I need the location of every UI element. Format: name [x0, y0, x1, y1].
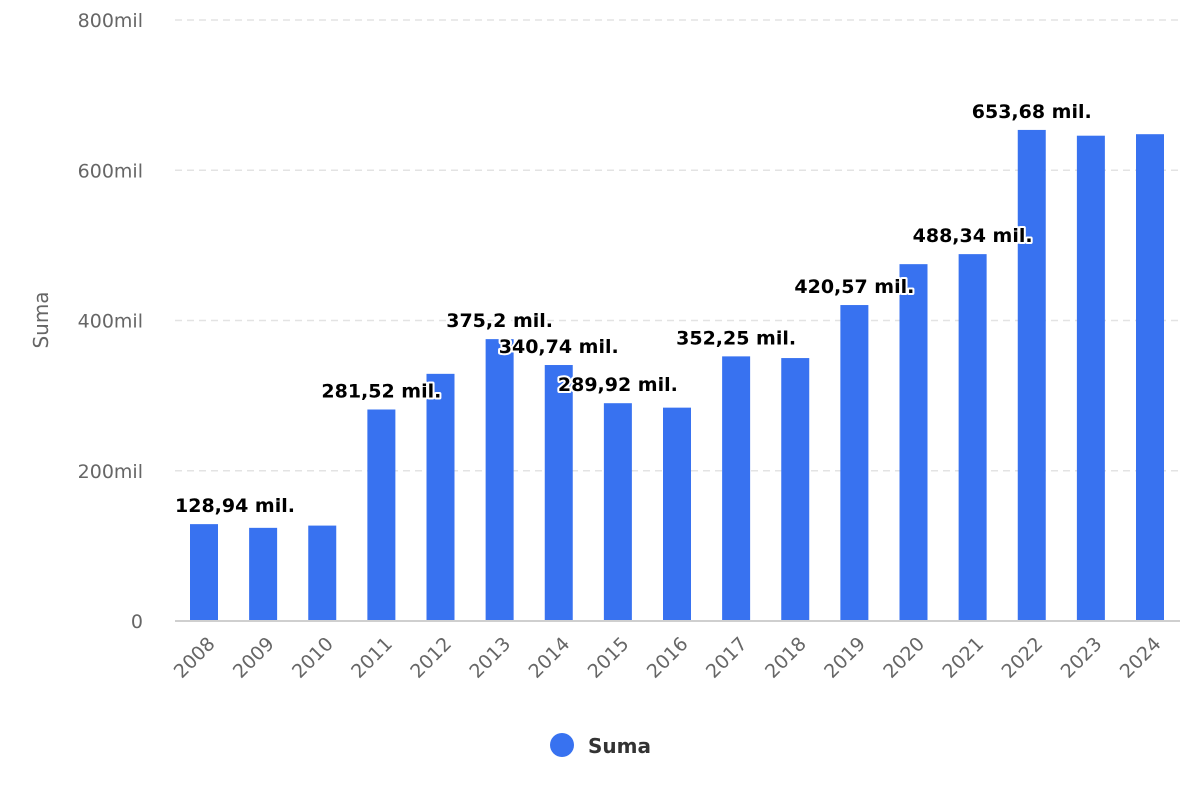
- bar-2014[interactable]: [544, 365, 573, 621]
- data-label: 375,2 mil.: [446, 310, 553, 332]
- bars: [190, 129, 1164, 621]
- x-tick-label: 2021: [938, 633, 988, 683]
- y-axis-ticks: 0 200mil 400mil 600mil 800mil: [78, 10, 143, 633]
- x-tick-label: 2010: [288, 633, 338, 683]
- bar-2010[interactable]: [308, 525, 337, 621]
- x-tick-label: 2020: [879, 633, 929, 683]
- x-tick-label: 2019: [820, 633, 870, 683]
- bar-2017[interactable]: [722, 356, 751, 621]
- bar-2021[interactable]: [958, 254, 987, 621]
- bar-2008[interactable]: [190, 524, 218, 621]
- legend[interactable]: Suma: [550, 733, 651, 758]
- y-axis-label: Suma: [29, 291, 53, 348]
- data-label: 352,25 mil.: [676, 327, 796, 349]
- bar-2018[interactable]: [781, 358, 810, 621]
- data-label: 420,57 mil.: [794, 276, 914, 298]
- x-tick-label: 2008: [170, 633, 220, 683]
- x-tick-label: 2017: [702, 633, 752, 683]
- x-tick-label: 2012: [406, 633, 456, 683]
- data-labels: 128,94 mil. 281,52 mil. 375,2 mil. 340,74 m…: [173, 99, 1094, 519]
- bar-2012[interactable]: [426, 373, 455, 621]
- y-tick-label: 0: [131, 611, 143, 633]
- data-label: 653,68 mil.: [972, 101, 1092, 123]
- legend-marker-suma: [550, 733, 574, 757]
- x-tick-label: 2016: [643, 633, 693, 683]
- bar-2015[interactable]: [603, 403, 632, 621]
- x-tick-label: 2022: [998, 633, 1048, 683]
- data-label: 488,34 mil.: [913, 225, 1033, 247]
- data-label: 289,92 mil.: [558, 374, 678, 396]
- y-tick-label: 600mil: [78, 160, 143, 182]
- data-label: 340,74 mil.: [499, 336, 619, 358]
- x-axis-ticks: 2008 2009 2010 2011 2012 2013 2014 2015 2016 2017…: [170, 633, 1166, 683]
- x-tick-label: 2009: [229, 633, 279, 683]
- x-tick-label: 2018: [761, 633, 811, 683]
- x-tick-label: 2024: [1116, 633, 1166, 683]
- bar-2013[interactable]: [485, 339, 514, 621]
- x-tick-label: 2011: [347, 633, 397, 683]
- x-tick-label: 2015: [584, 633, 634, 683]
- bar-2024[interactable]: [1136, 134, 1164, 621]
- bar-2022[interactable]: [1017, 129, 1046, 621]
- bar-2019[interactable]: [840, 305, 869, 621]
- bar-2009[interactable]: [249, 527, 278, 621]
- x-tick-label: 2014: [525, 633, 575, 683]
- bar-2020[interactable]: [899, 264, 928, 621]
- x-tick-label: 2013: [465, 633, 515, 683]
- bar-2023[interactable]: [1076, 135, 1105, 621]
- y-tick-label: 800mil: [78, 10, 143, 32]
- y-tick-label: 400mil: [78, 311, 143, 333]
- x-tick-label: 2023: [1057, 633, 1107, 683]
- bar-2011[interactable]: [367, 409, 396, 621]
- data-label: 281,52 mil.: [321, 381, 441, 403]
- legend-label-suma[interactable]: Suma: [588, 734, 651, 758]
- bar-2016[interactable]: [663, 407, 691, 621]
- y-tick-label: 200mil: [78, 461, 143, 483]
- data-label: 128,94 mil.: [175, 495, 295, 517]
